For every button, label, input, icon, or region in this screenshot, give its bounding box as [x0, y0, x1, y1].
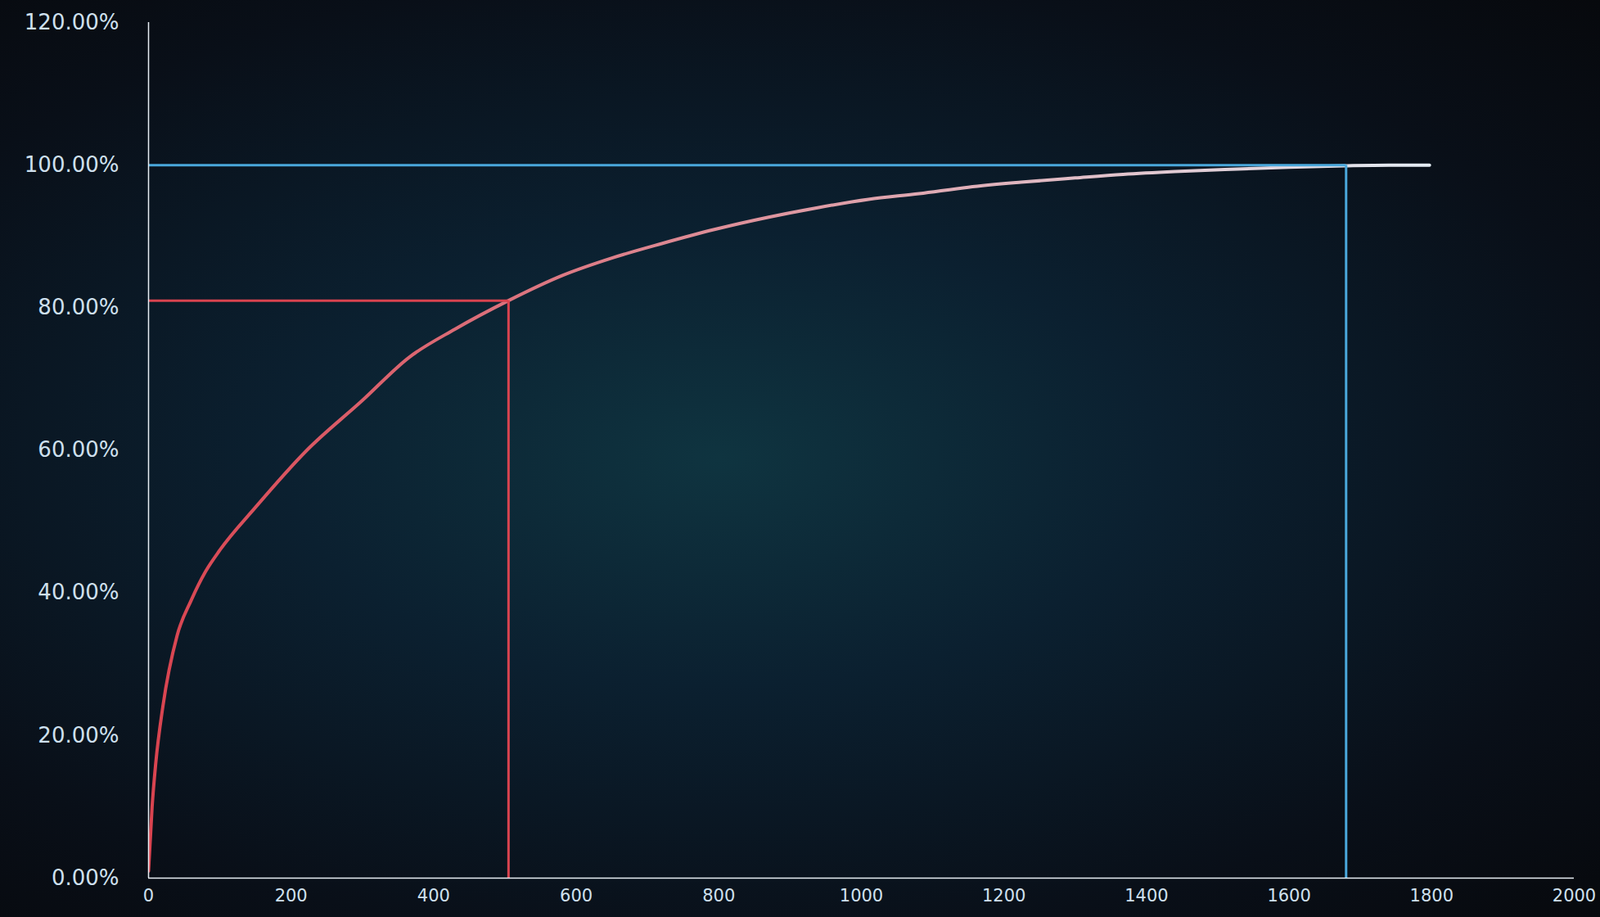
svg-text:40.00%: 40.00% [37, 579, 119, 604]
svg-text:1400: 1400 [1124, 885, 1168, 906]
svg-text:1800: 1800 [1410, 885, 1454, 906]
svg-text:0.00%: 0.00% [51, 865, 120, 890]
svg-text:80.00%: 80.00% [37, 294, 119, 320]
svg-text:600: 600 [559, 885, 593, 906]
svg-text:60.00%: 60.00% [37, 437, 119, 462]
svg-text:1000: 1000 [839, 885, 884, 906]
svg-text:200: 200 [274, 885, 308, 906]
svg-text:0: 0 [143, 885, 154, 906]
svg-text:100.00%: 100.00% [24, 152, 120, 177]
svg-text:1200: 1200 [982, 885, 1026, 906]
svg-text:2000: 2000 [1552, 885, 1596, 906]
svg-text:20.00%: 20.00% [37, 722, 119, 748]
svg-text:1600: 1600 [1266, 885, 1311, 906]
svg-text:800: 800 [702, 885, 735, 906]
svg-text:120.00%: 120.00% [24, 9, 120, 35]
svg-text:400: 400 [417, 885, 451, 906]
